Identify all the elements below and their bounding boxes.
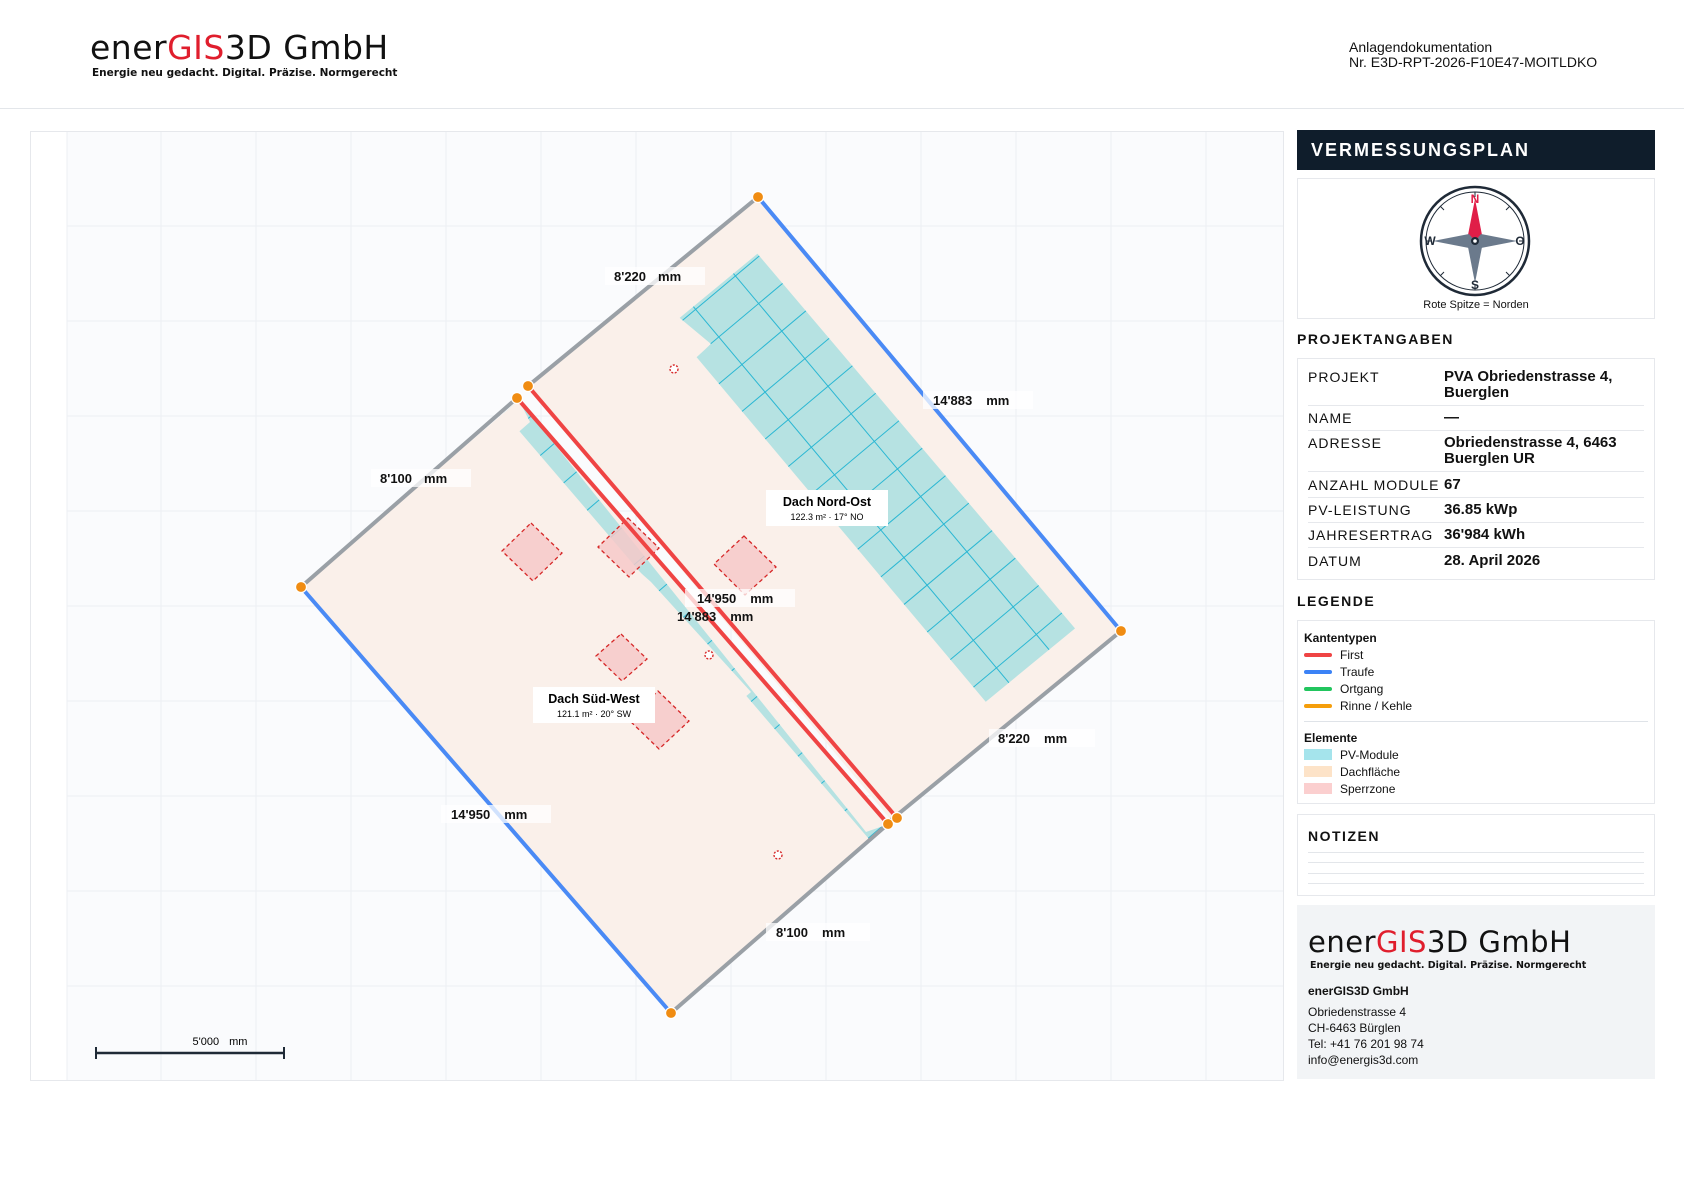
company-email: info@energis3d.com [1308,1053,1419,1067]
roof-corner-points [294,190,1128,1020]
company-name: enerGIS3D GmbH [1308,984,1409,998]
sidebar-title: VERMESSUNGSPLAN [1297,130,1655,170]
roof-label-sued-west: Dach Süd-West 121.1 m² · 20° SW [533,687,655,723]
project-details: PROJEKT PVA Obriedenstrasse 4, Buerglen … [1297,358,1655,580]
company-street: Obriedenstrasse 4 [1308,1005,1407,1019]
document-type: Anlagendokumentation [1349,39,1493,55]
scale-bar: 5'000 mm [95,1036,285,1059]
project-row: JAHRESERTRAG 36'984 kWh [1308,527,1644,548]
survey-plan: 8'220 mm 14'883 mm 8'100 mm 14'950 mm 14'883… [30,131,1284,1081]
legend-panel: Kantentypen First Traufe Ortgang Rinne /… [1297,620,1655,804]
company-card: enerGIS3D GmbH Energie neu gedacht. Digi… [1297,905,1655,1079]
roof-penetrations [669,364,783,860]
roof-label-nord-ost: Dach Nord-Ost 122.3 m² · 17° NO [766,490,888,526]
dimension-labels: 8'220 mm 14'883 mm 8'100 mm 14'950 mm 14'883… [371,267,1095,941]
svg-text:W: W [1424,234,1436,248]
svg-text:122.3 m² · 17° NO: 122.3 m² · 17° NO [790,512,863,522]
restricted-zones [501,517,777,750]
legend-edge-heading: Kantentypen [1304,631,1377,645]
notes-heading: NOTIZEN [1308,828,1380,844]
svg-text:121.1 m² · 20° SW: 121.1 m² · 20° SW [557,709,632,719]
project-row: PV-LEISTUNG 36.85 kWp [1308,502,1644,523]
page-header: enerGIS3D GmbH Energie neu gedacht. Digi… [0,0,1684,109]
project-row: ANZAHL MODULE 67 [1308,477,1644,498]
svg-text:N: N [1471,192,1480,206]
legend-heading: LEGENDE [1297,593,1376,609]
company-tagline-footer: Energie neu gedacht. Digital. Präzise. N… [1310,960,1587,971]
project-row: NAME — [1308,410,1644,431]
project-row: PROJEKT PVA Obriedenstrasse 4, Buerglen [1308,369,1644,406]
project-heading: PROJEKTANGABEN [1297,331,1454,347]
notes-panel: NOTIZEN [1297,814,1655,896]
company-tagline: Energie neu gedacht. Digital. Präzise. N… [92,67,398,79]
compass-panel: N S W O Rote Spitze = Norden [1297,178,1655,319]
compass-caption: Rote Spitze = Norden [1423,299,1529,311]
legend-element-heading: Elemente [1304,731,1358,745]
svg-text:Dach Süd-West: Dach Süd-West [548,692,640,706]
svg-text:Dach Nord-Ost: Dach Nord-Ost [783,495,872,509]
company-logo: enerGIS3D GmbH [90,28,389,67]
company-city: CH-6463 Bürglen [1308,1021,1401,1035]
compass-rose-icon: N S W O [1419,185,1531,297]
company-phone: Tel: +41 76 201 98 74 [1308,1037,1424,1051]
svg-text:O: O [1515,234,1524,248]
document-number: Nr. E3D-RPT-2026-F10E47-MOITLDKO [1349,54,1598,70]
roof-plan-drawing: 8'220 mm 14'883 mm 8'100 mm 14'950 mm 14'883… [66,132,1283,1080]
project-row: ADRESSE Obriedenstrasse 4, 6463 Buerglen… [1308,435,1644,472]
company-logo-footer: enerGIS3D GmbH [1308,925,1572,959]
roof-edges [299,195,1123,1015]
project-row: DATUM 28. April 2026 [1308,552,1541,570]
svg-text:S: S [1471,278,1479,292]
document-info: Anlagendokumentation Nr. E3D-RPT-2026-F1… [1349,40,1597,70]
